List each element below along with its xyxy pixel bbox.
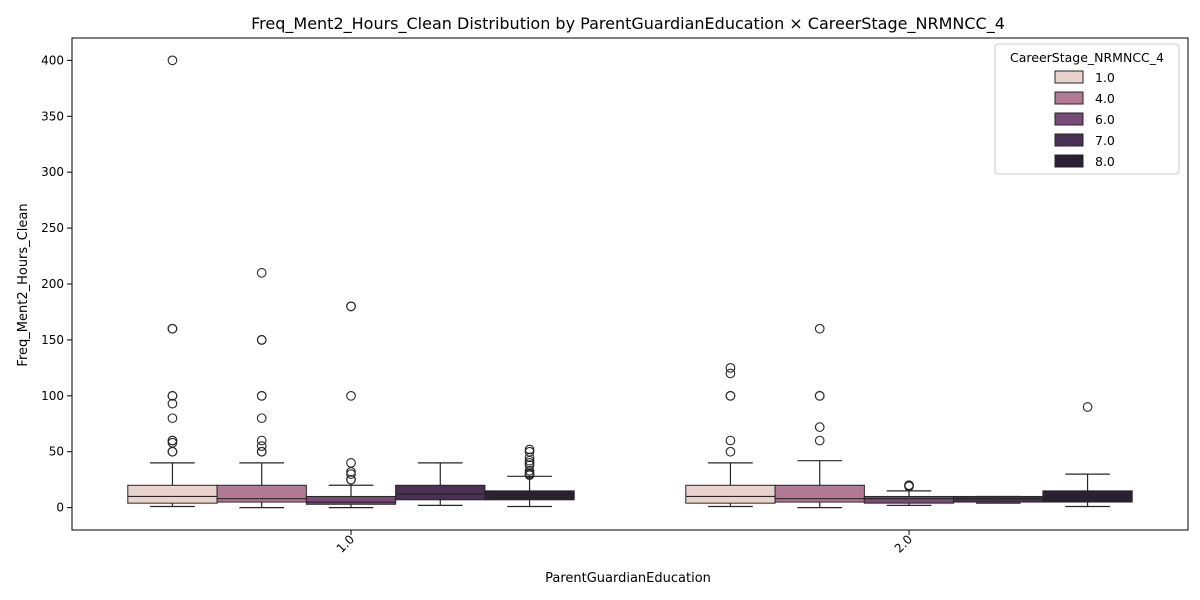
- outlier-point: [725, 368, 736, 379]
- outlier-point: [167, 390, 178, 401]
- outlier-point: [256, 390, 267, 401]
- y-tick-label: 200: [41, 277, 64, 291]
- box-1.0-2.0: [685, 363, 776, 508]
- outlier-point: [167, 398, 178, 409]
- legend-swatch-8.0: [1054, 154, 1084, 168]
- y-tick-label: 50: [49, 445, 64, 459]
- legend-swatch-1.0: [1054, 70, 1084, 84]
- outlier-point: [346, 390, 356, 401]
- outlier-point: [725, 446, 736, 457]
- box-1.0-1.0: [127, 55, 218, 508]
- legend-swatch-7.0: [1054, 133, 1084, 147]
- y-axis-label: Freq_Ment2_Hours_Clean: [16, 203, 31, 366]
- box-4.0-1.0: [216, 267, 307, 509]
- outlier-point: [524, 470, 535, 481]
- iqr-box: [685, 484, 776, 504]
- outlier-point: [725, 390, 736, 401]
- y-tick-label: 400: [41, 53, 64, 67]
- y-tick-label: 250: [41, 221, 64, 235]
- outlier-point: [814, 422, 825, 432]
- outlier-point: [256, 413, 267, 424]
- legend-entry-8.0: 8.0: [1095, 154, 1115, 169]
- box-6.0-1.0: [305, 301, 397, 509]
- outlier-point: [256, 267, 267, 278]
- outlier-point: [725, 363, 736, 373]
- legend-entry-4.0: 4.0: [1095, 91, 1115, 106]
- legend-entry-6.0: 6.0: [1095, 112, 1115, 127]
- outlier-point: [346, 474, 356, 485]
- plot-area: 0 50 100 150 200 250 300 350 400 1.0 2.0: [41, 37, 1189, 556]
- legend-entry-1.0: 1.0: [1095, 70, 1115, 85]
- box-8.0-2.0: [1042, 402, 1133, 508]
- box-7.0-1.0: [395, 462, 486, 506]
- iqr-box: [774, 484, 865, 503]
- outlier-point: [814, 390, 825, 401]
- legend-swatch-6.0: [1054, 112, 1084, 126]
- iqr-box: [395, 484, 486, 501]
- chart-title: Freq_Ment2_Hours_Clean Distribution by P…: [251, 14, 1005, 34]
- y-tick-label: 0: [56, 501, 64, 515]
- outlier-point: [725, 435, 736, 446]
- outlier-point: [167, 55, 178, 66]
- outlier-point: [904, 481, 914, 492]
- outlier-point: [346, 458, 356, 468]
- outlier-point: [524, 452, 535, 463]
- y-tick-label: 150: [41, 333, 64, 347]
- y-tick-label: 300: [41, 165, 64, 179]
- y-tick-label: 350: [41, 109, 64, 123]
- iqr-box: [863, 495, 955, 504]
- outlier-point: [1082, 402, 1093, 412]
- box-6.0-2.0: [863, 480, 955, 506]
- iqr-box: [484, 490, 575, 501]
- outlier-point: [346, 469, 356, 479]
- outlier-point: [256, 335, 267, 345]
- outlier-point: [256, 435, 267, 446]
- legend-frame: [994, 43, 1180, 175]
- outlier-point: [814, 323, 825, 334]
- box-7.0-2.0: [953, 495, 1044, 504]
- outlier-point: [167, 435, 178, 446]
- outlier-point: [167, 413, 178, 424]
- iqr-box: [127, 484, 218, 504]
- box-4.0-2.0: [774, 323, 865, 509]
- legend: CareerStage_NRMNCC_4 1.0 4.0 6.0 7.0 8.0: [994, 43, 1180, 175]
- outlier-point: [167, 323, 178, 334]
- outlier-point: [814, 435, 825, 446]
- x-tick-label: 1.0: [334, 532, 357, 555]
- outlier-point: [256, 441, 267, 451]
- outlier-point: [167, 446, 178, 457]
- x-axis-label: ParentGuardianEducation: [545, 571, 711, 586]
- outlier-point: [346, 301, 356, 312]
- y-tick-label: 100: [41, 389, 64, 403]
- x-tick-label: 2.0: [892, 532, 915, 555]
- iqr-box: [216, 484, 307, 503]
- iqr-box: [305, 495, 397, 505]
- box-8.0-1.0: [484, 444, 575, 508]
- legend-swatch-4.0: [1054, 91, 1084, 105]
- legend-entry-7.0: 7.0: [1095, 133, 1115, 148]
- iqr-box: [1042, 490, 1133, 503]
- outlier-point: [167, 437, 178, 448]
- outlier-point: [256, 446, 267, 457]
- legend-title: CareerStage_NRMNCC_4: [1010, 50, 1164, 65]
